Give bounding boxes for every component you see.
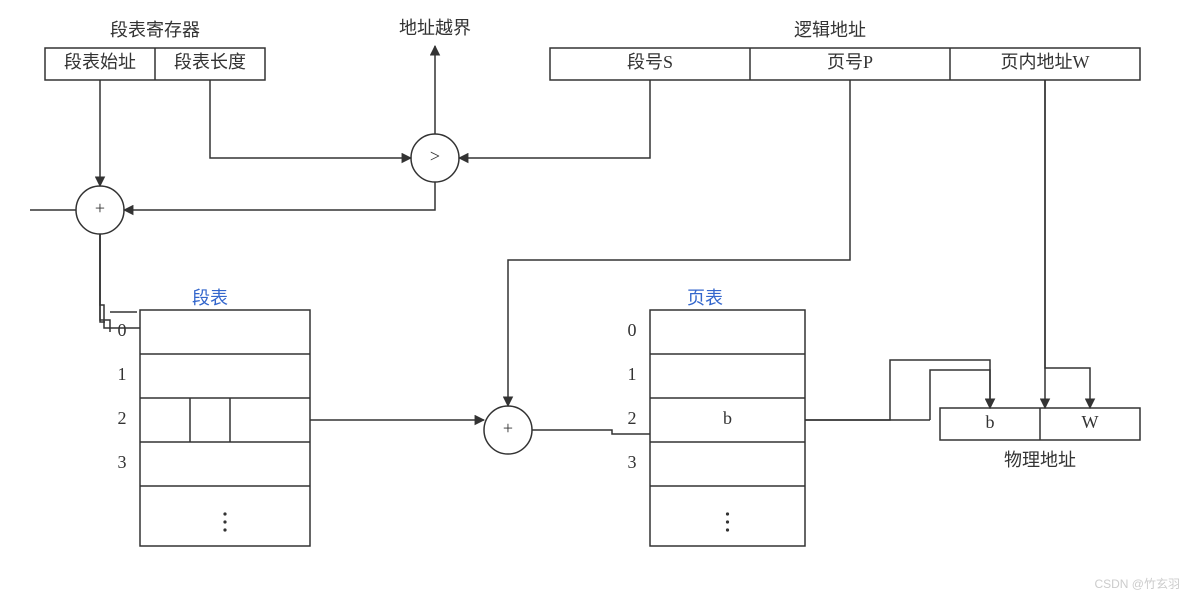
table-title: 页表 bbox=[687, 288, 723, 308]
row-index: 2 bbox=[628, 408, 637, 428]
physical-addr-title: 物理地址 bbox=[1004, 450, 1076, 470]
logical-addr-cell: 段号S bbox=[627, 52, 673, 72]
add1-symbol: + bbox=[95, 198, 105, 218]
table-box bbox=[140, 310, 310, 546]
compare-symbol: > bbox=[430, 146, 440, 166]
table-title: 段表 bbox=[192, 288, 228, 308]
logical-addr-cell: 页号P bbox=[827, 52, 873, 72]
physical-cell: W bbox=[1082, 412, 1099, 432]
add2-symbol: + bbox=[503, 418, 513, 438]
logical-addr-cell: 页内地址W bbox=[1001, 52, 1090, 72]
seg-register-cell: 段表长度 bbox=[174, 52, 246, 72]
row-index: 3 bbox=[628, 452, 637, 472]
seg-register-cell: 段表始址 bbox=[64, 52, 136, 72]
physical-cell: b bbox=[986, 412, 995, 432]
row-index: 3 bbox=[118, 452, 127, 472]
seg-register-title: 段表寄存器 bbox=[110, 20, 200, 40]
row-index: 2 bbox=[118, 408, 127, 428]
row-index: 0 bbox=[118, 320, 127, 340]
row-index: 0 bbox=[628, 320, 637, 340]
watermark: CSDN @竹玄羽 bbox=[1094, 576, 1180, 591]
logical-addr-title: 逻辑地址 bbox=[794, 20, 866, 40]
row-index: 1 bbox=[628, 364, 637, 384]
row-index: 1 bbox=[118, 364, 127, 384]
addr-violation-label: 地址越界 bbox=[399, 18, 471, 38]
row-label: b bbox=[723, 408, 732, 428]
